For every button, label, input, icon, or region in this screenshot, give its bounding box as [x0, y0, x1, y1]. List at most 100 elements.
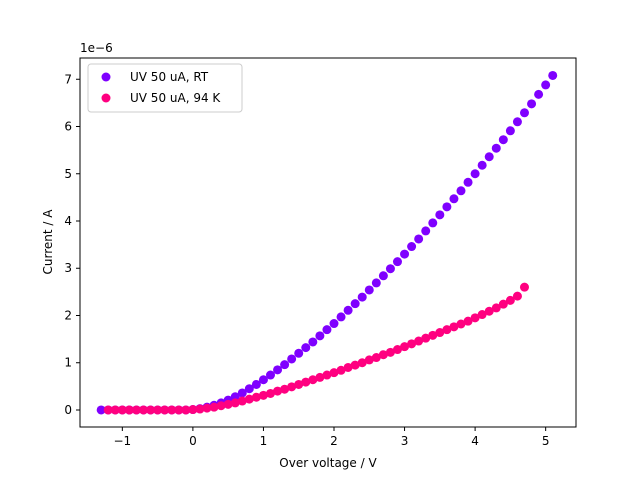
data-point-series-1 — [329, 368, 339, 378]
data-point-series-1 — [131, 405, 141, 415]
data-point-series-0 — [463, 177, 473, 187]
data-point-series-1 — [294, 379, 304, 389]
data-point-series-0 — [378, 271, 388, 281]
data-point-series-1 — [315, 372, 325, 382]
data-point-series-0 — [491, 143, 501, 153]
data-point-series-0 — [512, 117, 522, 127]
data-point-series-0 — [364, 285, 374, 295]
data-point-series-0 — [336, 312, 346, 322]
y-tick-label: 5 — [64, 167, 72, 181]
data-point-series-0 — [498, 135, 508, 145]
x-tick-label: −1 — [113, 434, 131, 448]
y-tick-label: 2 — [64, 308, 72, 322]
data-point-series-0 — [329, 319, 339, 329]
data-point-series-0 — [442, 202, 452, 212]
data-point-series-0 — [435, 210, 445, 220]
data-point-series-0 — [470, 169, 480, 179]
data-point-series-1 — [273, 386, 283, 396]
data-point-series-0 — [477, 160, 487, 170]
data-point-series-1 — [167, 405, 177, 415]
data-point-series-0 — [280, 360, 290, 370]
data-point-series-0 — [258, 375, 268, 385]
data-point-series-0 — [541, 80, 551, 90]
data-markers — [96, 70, 558, 415]
data-point-series-1 — [195, 404, 205, 414]
data-point-series-0 — [322, 325, 332, 335]
x-tick-label: 3 — [401, 434, 409, 448]
x-tick-label: 0 — [189, 434, 197, 448]
y-tick-label: 4 — [64, 214, 72, 228]
legend-marker-rt — [101, 72, 111, 82]
data-point-series-1 — [378, 350, 388, 360]
data-point-series-1 — [202, 403, 212, 413]
data-point-series-1 — [505, 295, 515, 305]
data-point-series-1 — [223, 399, 233, 409]
data-point-series-0 — [385, 264, 395, 274]
x-tick-label: 5 — [542, 434, 550, 448]
data-point-series-1 — [244, 394, 254, 404]
data-point-series-0 — [371, 278, 381, 288]
data-point-series-1 — [357, 358, 367, 368]
data-point-series-0 — [244, 384, 254, 394]
data-point-series-0 — [251, 379, 261, 389]
data-point-series-1 — [449, 322, 459, 332]
data-point-series-0 — [534, 89, 544, 99]
legend-marker-94k — [101, 93, 111, 103]
data-point-series-1 — [138, 405, 148, 415]
data-point-series-1 — [103, 405, 113, 415]
data-point-series-1 — [110, 405, 120, 415]
data-point-series-1 — [153, 405, 163, 415]
data-point-series-1 — [470, 313, 480, 323]
data-point-series-0 — [343, 305, 353, 315]
data-point-series-0 — [407, 242, 417, 252]
data-point-series-0 — [237, 388, 247, 398]
data-point-series-1 — [477, 310, 487, 320]
y-axis-ticks: 0 1 2 3 4 5 6 7 — [64, 72, 80, 417]
data-point-series-1 — [265, 388, 275, 398]
x-tick-label: 4 — [471, 434, 479, 448]
data-point-series-1 — [308, 375, 318, 385]
x-tick-label: 1 — [260, 434, 268, 448]
data-point-series-1 — [160, 405, 170, 415]
y-tick-label: 0 — [64, 403, 72, 417]
data-point-series-1 — [280, 384, 290, 394]
y-tick-label: 3 — [64, 261, 72, 275]
data-point-series-1 — [484, 306, 494, 316]
data-point-series-0 — [392, 257, 402, 267]
data-point-series-1 — [442, 325, 452, 335]
data-point-series-1 — [251, 392, 261, 402]
data-point-series-0 — [350, 299, 360, 309]
data-point-series-1 — [407, 339, 417, 349]
data-point-series-1 — [216, 401, 226, 411]
data-point-series-1 — [343, 362, 353, 372]
data-point-series-1 — [456, 319, 466, 329]
data-point-series-0 — [400, 249, 410, 259]
data-point-series-1 — [428, 330, 438, 340]
data-point-series-1 — [117, 405, 127, 415]
data-point-series-1 — [350, 360, 360, 370]
y-tick-label: 1 — [64, 356, 72, 370]
data-point-series-0 — [96, 405, 106, 415]
y-axis-offset-label: 1e−6 — [80, 41, 113, 55]
data-point-series-0 — [265, 370, 275, 380]
plot-area-frame — [79, 57, 577, 428]
data-point-series-0 — [308, 337, 318, 347]
data-point-series-0 — [421, 226, 431, 236]
data-point-series-0 — [357, 292, 367, 302]
data-point-series-0 — [548, 70, 558, 80]
data-point-series-1 — [230, 398, 240, 408]
data-point-series-1 — [435, 328, 445, 338]
data-point-series-1 — [188, 405, 198, 415]
data-point-series-0 — [315, 331, 325, 341]
data-point-series-1 — [174, 405, 184, 415]
data-point-series-1 — [336, 365, 346, 375]
data-point-series-0 — [414, 234, 424, 244]
data-point-series-1 — [124, 405, 134, 415]
data-point-series-0 — [449, 194, 459, 204]
data-point-series-1 — [385, 347, 395, 357]
data-point-series-1 — [421, 333, 431, 343]
data-point-series-1 — [364, 355, 374, 365]
data-point-series-1 — [146, 405, 156, 415]
data-point-series-1 — [414, 336, 424, 346]
data-point-series-1 — [258, 390, 268, 400]
